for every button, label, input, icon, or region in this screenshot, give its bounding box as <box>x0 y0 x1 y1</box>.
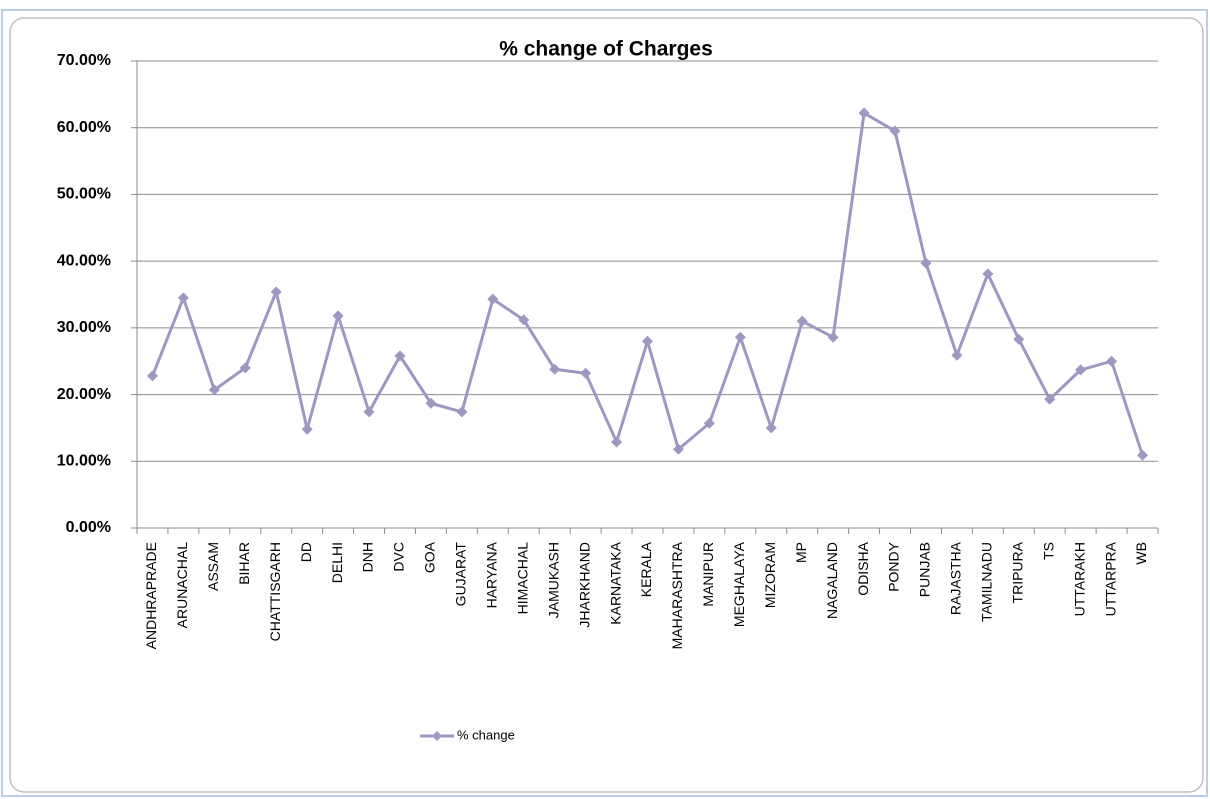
point-marker <box>642 335 653 347</box>
point-marker <box>827 331 839 343</box>
x-tick-label: GOA <box>422 541 438 573</box>
x-tick-label: DVC <box>391 542 407 572</box>
point-marker <box>177 292 189 304</box>
x-tick-label: UTTARPRA <box>1102 541 1118 616</box>
x-tick-label: MEGHALAYA <box>731 541 747 627</box>
point-marker <box>518 314 530 326</box>
point-marker <box>982 268 994 280</box>
point-marker <box>672 443 684 455</box>
point-marker <box>270 286 282 298</box>
point-marker <box>889 125 901 137</box>
x-tick-label: TAMILNADU <box>979 542 995 622</box>
point-marker <box>487 293 499 305</box>
chart-title: % change of Charges <box>499 38 713 61</box>
point-marker <box>363 406 375 418</box>
x-tick-label: MAHARASHTRA <box>669 541 685 649</box>
x-tick-label: ODISHA <box>855 541 871 595</box>
point-marker <box>301 423 313 435</box>
y-tick-label: 50.00% <box>57 186 111 203</box>
x-tick-label: MP <box>793 542 809 563</box>
point-marker <box>1013 333 1025 345</box>
x-tick-label: PUNJAB <box>917 542 933 597</box>
point-marker <box>1044 393 1056 405</box>
x-tick-label: MIZORAM <box>762 542 778 608</box>
point-marker <box>703 417 715 429</box>
point-marker <box>920 257 932 269</box>
point-marker <box>549 363 561 375</box>
point-marker <box>951 349 963 361</box>
point-marker <box>425 397 437 409</box>
y-tick-label: 0.00% <box>66 519 111 536</box>
point-marker <box>456 406 468 418</box>
x-tick-label: JAMUKASH <box>545 542 561 618</box>
point-marker <box>611 436 623 448</box>
x-tick-label: CHATTISGARH <box>267 542 283 641</box>
point-marker <box>1075 364 1087 376</box>
x-tick-label: HARYANA <box>484 541 500 608</box>
x-tick-label: NAGALAND <box>824 542 840 619</box>
chart-area <box>9 17 1204 793</box>
point-marker <box>394 350 406 362</box>
x-tick-label: HIMACHAL <box>514 542 530 615</box>
point-marker <box>332 310 344 322</box>
x-tick-label: ARUNACHAL <box>174 542 190 629</box>
x-tick-label: ANDHRAPRADE <box>143 542 159 649</box>
x-tick-label: PONDY <box>886 541 902 591</box>
y-tick-label: 30.00% <box>57 319 111 336</box>
x-tick-label: MANIPUR <box>700 542 716 607</box>
x-tick-label: KARNATAKA <box>607 541 623 624</box>
point-marker <box>858 107 870 119</box>
x-tick-label: GUJARAT <box>453 542 469 607</box>
point-marker <box>208 384 220 396</box>
point-marker <box>796 315 808 327</box>
x-tick-label: JHARKHAND <box>576 542 592 628</box>
y-tick-label: 20.00% <box>57 386 111 403</box>
x-tick-label: TRIPURA <box>1009 541 1025 603</box>
x-tick-label: DD <box>298 542 314 562</box>
x-tick-label: KERALA <box>638 541 654 597</box>
legend-label: % change <box>457 727 515 742</box>
legend-marker <box>432 731 442 741</box>
y-tick-label: 70.00% <box>57 52 111 69</box>
point-marker <box>239 362 251 374</box>
point-marker <box>1137 449 1149 461</box>
point-marker <box>1106 355 1118 367</box>
x-tick-label: BIHAR <box>236 542 252 585</box>
y-tick-label: 10.00% <box>57 453 111 470</box>
point-marker <box>580 367 592 379</box>
y-tick-label: 60.00% <box>57 119 111 136</box>
x-tick-label: UTTARAKH <box>1071 542 1087 616</box>
x-tick-label: DELHI <box>329 542 345 583</box>
point-marker <box>765 422 777 434</box>
x-tick-label: WB <box>1133 542 1149 565</box>
x-tick-label: ASSAM <box>205 542 221 591</box>
x-tick-label: TS <box>1040 542 1056 560</box>
y-tick-label: 40.00% <box>57 252 111 269</box>
x-tick-label: DNH <box>360 542 376 572</box>
point-marker <box>146 370 158 382</box>
x-tick-label: RAJASTHA <box>948 541 964 615</box>
point-marker <box>734 331 746 343</box>
